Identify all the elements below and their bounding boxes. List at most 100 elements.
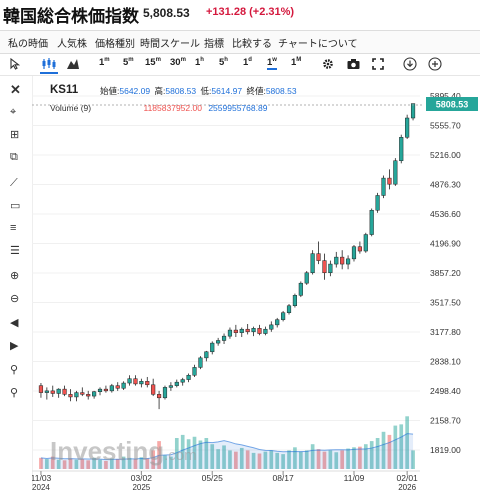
timeframe-30m[interactable]: 30m: [170, 57, 186, 69]
candle: [62, 385, 67, 397]
y-tick-label: 1819.00: [430, 445, 461, 455]
candle: [251, 326, 256, 337]
timeframe-15m[interactable]: 15m: [145, 57, 161, 69]
candle-body: [145, 381, 150, 386]
volume-bar: [328, 450, 333, 469]
candle-body: [168, 385, 173, 388]
menu-time-scale[interactable]: 時間スケール: [140, 39, 200, 50]
candle-body: [174, 381, 179, 386]
rectangle-icon[interactable]: ▭: [10, 200, 21, 212]
timeframe-1d[interactable]: 1d: [243, 57, 252, 69]
zoom-select-icon[interactable]: ⊞: [10, 129, 20, 141]
candle-body: [109, 385, 114, 392]
candle-body: [186, 374, 191, 380]
candlestick-chart[interactable]: Investing.com 5895.40 5555.70 5216.00 4876.…: [31, 76, 480, 492]
timeframe-1w[interactable]: 1w: [267, 57, 277, 71]
timeframe-1h[interactable]: 1h: [195, 57, 204, 69]
volume-bar: [375, 438, 380, 469]
scroll-right-icon[interactable]: ▶: [10, 340, 19, 352]
gear-icon[interactable]: [322, 58, 334, 70]
candle: [127, 375, 132, 386]
candle: [227, 327, 233, 339]
candle: [369, 208, 374, 237]
candle: [192, 364, 197, 377]
candle: [151, 378, 156, 397]
candle-body: [80, 392, 85, 395]
volume-bar: [245, 450, 250, 469]
menu-popular-stocks[interactable]: 人気株: [57, 39, 87, 50]
timeframe-1M[interactable]: 1M: [291, 57, 302, 69]
candle-body: [345, 258, 351, 265]
candle-body: [245, 328, 250, 333]
volume-bar: [86, 460, 91, 469]
menu-my-prices[interactable]: 私の時価: [8, 39, 48, 50]
volume-bar: [387, 434, 392, 469]
zoom-in-icon[interactable]: ⊕: [10, 270, 20, 282]
volume-bar: [68, 458, 73, 469]
close-icon[interactable]: ✕: [10, 82, 21, 97]
volume-bar: [169, 456, 173, 469]
zoom-out-icon[interactable]: ⊖: [10, 293, 20, 305]
horizontal-line-icon[interactable]: ☰: [10, 245, 20, 257]
menu-indicators[interactable]: 指標: [204, 39, 224, 50]
price-chart[interactable]: Investing.com 5895.40 5555.70 5216.00 4876.…: [31, 76, 480, 492]
candle-body: [227, 329, 233, 337]
candle-body: [269, 324, 274, 330]
candle: [310, 250, 315, 275]
fullscreen-icon[interactable]: [372, 58, 384, 70]
current-price-label: 5808.53: [436, 100, 469, 110]
volume-bar: [346, 448, 350, 469]
volume-bar: [322, 451, 327, 469]
crosshair-zoom-icon[interactable]: ⌖: [10, 106, 17, 118]
timeframe-5h[interactable]: 5h: [219, 57, 228, 69]
volume-bar: [216, 449, 220, 469]
candle: [156, 390, 162, 410]
candle-body: [127, 378, 132, 384]
volume-bar: [304, 450, 309, 469]
x-tick-label: 05/25: [202, 473, 224, 483]
volume-bar: [39, 457, 43, 469]
volume-bar: [74, 459, 79, 469]
y-tick-label: 4196.90: [430, 239, 461, 249]
x-tick-label: 02/01: [397, 473, 419, 483]
reset-zoom-icon[interactable]: ⚲: [10, 387, 19, 399]
candle: [210, 341, 215, 355]
volume-bar: [104, 460, 108, 469]
camera-icon[interactable]: [347, 58, 360, 70]
scroll-left-icon[interactable]: ◀: [10, 317, 19, 329]
y-tick-label: 4876.30: [430, 180, 461, 190]
timeframe-5m[interactable]: 5m: [123, 57, 134, 69]
timeframe-1m[interactable]: 1m: [99, 57, 110, 69]
candle-body: [263, 328, 268, 334]
candle-body: [257, 328, 262, 334]
candlestick-icon[interactable]: [41, 58, 57, 70]
menu-price-type[interactable]: 価格種別: [95, 39, 135, 50]
candle: [233, 324, 238, 338]
candle-body: [369, 209, 374, 235]
volume-bar: [109, 458, 114, 469]
candle: [68, 389, 73, 402]
volume-bar: [263, 451, 268, 469]
menu-about-chart[interactable]: チャートについて: [278, 39, 358, 50]
y-tick-label: 3517.50: [430, 298, 461, 308]
y-tick-label: 5555.70: [430, 121, 461, 131]
volume-bar: [251, 452, 256, 469]
volume-bar: [45, 459, 49, 469]
cursor-icon[interactable]: [10, 58, 20, 70]
legend-ohlc: 始値:5642.09 高:5808.53 低:5614.97 終値:5808.5…: [100, 86, 297, 96]
volume-bar: [174, 438, 179, 469]
menu-compare[interactable]: 比較する: [232, 39, 272, 50]
trend-line-icon[interactable]: ⟋: [10, 177, 18, 189]
magnet-icon[interactable]: ⚲: [10, 364, 19, 376]
add-icon[interactable]: [428, 57, 442, 71]
candle-body: [204, 351, 209, 359]
fibonacci-icon[interactable]: ≡: [10, 222, 17, 234]
candle-body: [156, 394, 162, 399]
candle-body: [286, 305, 292, 313]
copy-icon[interactable]: ⧉: [10, 151, 18, 163]
area-chart-icon[interactable]: [67, 58, 79, 70]
volume-bar: [133, 459, 138, 469]
download-icon[interactable]: [403, 57, 417, 71]
volume-bar: [358, 446, 362, 469]
candle: [393, 158, 398, 186]
